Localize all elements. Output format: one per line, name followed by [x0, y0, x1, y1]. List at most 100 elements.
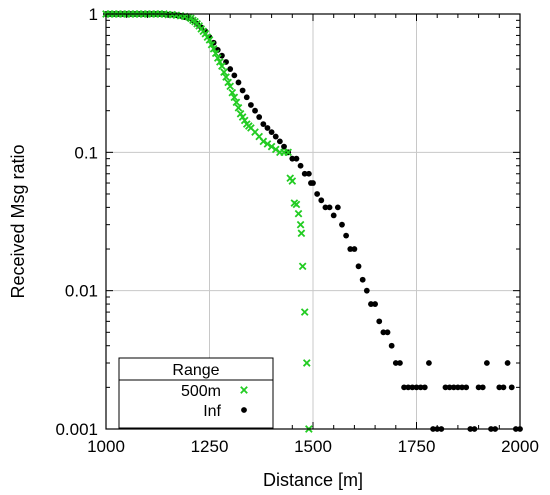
- data-point: [284, 148, 292, 157]
- data-point: [351, 246, 358, 252]
- data-point: [239, 87, 246, 94]
- data-point: [380, 329, 387, 336]
- data-point: [359, 276, 366, 283]
- marker-stroke: [234, 103, 243, 112]
- marker-stroke: [240, 386, 248, 394]
- marker-stroke: [267, 142, 276, 151]
- marker-stroke: [207, 40, 216, 49]
- y-tick-label: 0.1: [74, 143, 98, 162]
- data-point: [384, 329, 391, 336]
- legend-title: Range: [172, 362, 219, 379]
- data-point: [397, 360, 403, 366]
- data-point: [426, 360, 432, 366]
- marker-stroke: [220, 68, 228, 76]
- data-point: [213, 54, 222, 62]
- data-point: [228, 88, 237, 97]
- marker-stroke: [238, 113, 247, 121]
- marker-stroke: [259, 137, 268, 146]
- data-point: [368, 301, 374, 307]
- data-point: [413, 384, 420, 391]
- data-point: [421, 384, 428, 391]
- data-point: [235, 79, 242, 86]
- data-point: [226, 82, 235, 91]
- data-point: [292, 200, 301, 209]
- marker-stroke: [232, 98, 241, 107]
- x-tick-label: 1250: [191, 437, 229, 456]
- data-point: [417, 384, 424, 391]
- data-point: [500, 384, 507, 391]
- data-point: [294, 209, 303, 218]
- axis-ticks: 1000 1250 1500 1750 2000 0.001 0.01 0.1 1: [55, 5, 538, 456]
- data-point: [293, 155, 300, 162]
- data-point: [281, 143, 287, 150]
- marker-stroke: [255, 132, 264, 141]
- data-point: [388, 342, 395, 349]
- data-point: [496, 384, 503, 391]
- data-point: [405, 384, 412, 391]
- y-tick-label: 1: [89, 5, 98, 24]
- marker-stroke: [218, 62, 226, 70]
- data-point: [256, 114, 263, 120]
- data-point: [302, 359, 311, 367]
- marker-stroke: [298, 262, 307, 271]
- data-point: [483, 360, 490, 366]
- data-point: [296, 220, 305, 229]
- data-point: [504, 360, 511, 366]
- marker-stroke: [271, 145, 280, 154]
- data-point: [455, 384, 461, 391]
- data-point: [232, 98, 241, 107]
- data-point: [297, 162, 304, 169]
- x-tick-label: 2000: [501, 437, 539, 456]
- x-axis-title: Distance [m]: [263, 470, 363, 490]
- data-point: [301, 170, 308, 177]
- data-point: [243, 94, 250, 101]
- data-point: [372, 301, 378, 307]
- data-point: [463, 384, 470, 391]
- data-point: [355, 263, 362, 270]
- data-point: [401, 384, 407, 391]
- marker-stroke: [201, 29, 210, 38]
- marker-stroke: [222, 73, 230, 81]
- data-point: [479, 384, 486, 391]
- marker-stroke: [284, 148, 292, 157]
- data-point: [234, 103, 243, 112]
- marker-stroke: [288, 177, 297, 185]
- y-tick-label: 0.001: [55, 420, 98, 439]
- data-point: [318, 197, 325, 204]
- marker-stroke: [211, 49, 220, 58]
- data-point: [222, 73, 230, 81]
- data-point: [230, 93, 239, 102]
- marker-stroke: [213, 54, 222, 62]
- data-point: [334, 204, 341, 211]
- marker-stroke: [228, 88, 237, 97]
- y-axis-title: Received Msg ratio: [8, 144, 28, 298]
- x-tick-label: 1000: [87, 437, 125, 456]
- marker-stroke: [294, 209, 303, 218]
- legend-marker-inf: [241, 407, 247, 413]
- marker-stroke: [247, 124, 255, 132]
- data-point: [508, 384, 515, 391]
- legend: Range 500m Inf: [118, 357, 274, 429]
- data-point: [209, 44, 218, 53]
- data-point: [289, 155, 296, 162]
- data-point: [442, 384, 449, 391]
- legend-label-500m: 500m: [181, 383, 221, 400]
- data-point: [322, 204, 329, 211]
- data-point: [450, 384, 457, 391]
- marker-stroke: [230, 93, 239, 102]
- data-point: [263, 140, 272, 148]
- data-point: [267, 142, 276, 151]
- data-point: [330, 212, 337, 219]
- data-point: [459, 384, 465, 391]
- marker-stroke: [209, 44, 218, 53]
- marker-stroke: [302, 359, 311, 367]
- legend-cross: [240, 386, 248, 394]
- data-point: [252, 107, 258, 114]
- y-tick-label: 0.01: [65, 282, 98, 301]
- marker-stroke: [300, 308, 309, 316]
- data-point: [248, 102, 254, 108]
- data-point: [347, 246, 354, 252]
- data-point: [272, 133, 279, 140]
- data-point: [298, 262, 307, 271]
